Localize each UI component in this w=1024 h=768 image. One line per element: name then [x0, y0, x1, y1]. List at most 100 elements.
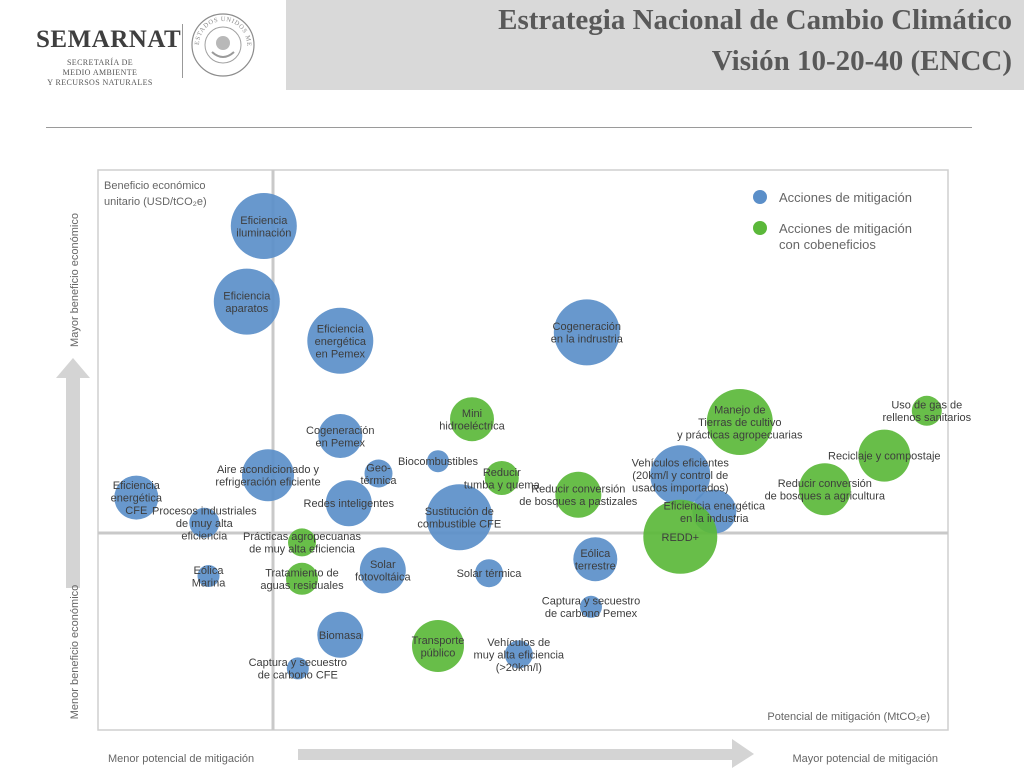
- bubble-label: en la industria: [680, 513, 749, 525]
- bubble-label: Procesos industriales: [152, 505, 257, 517]
- bubble-label: en Pemex: [316, 348, 366, 360]
- bubble-label: usados importados): [632, 483, 729, 495]
- bubble-label: energética: [315, 336, 367, 348]
- logo-divider: [182, 24, 183, 78]
- page-subtitle: Visión 10-20-40 (ENCC): [711, 45, 1012, 77]
- bubble-label: Eólica: [194, 565, 225, 577]
- bubble-label: Vehículos de: [487, 637, 550, 649]
- legend-swatch: [753, 221, 767, 235]
- bubble-label: térmica: [360, 475, 397, 487]
- bubble-label: Captura y secuestro: [249, 657, 347, 669]
- bubble-label: (20km/l y control de: [632, 470, 728, 482]
- bubble-label: de bosques a pastizales: [519, 496, 638, 508]
- bubble-mitigation: [553, 299, 620, 366]
- bubble-label: refrigeración eficiente: [215, 476, 320, 488]
- y-axis-label-line-2: unitario (USD/tCO₂e): [104, 196, 207, 208]
- bubble-mitigation: [650, 445, 711, 506]
- bubble-label: de carbono Pemex: [545, 608, 638, 620]
- bubble-label: Mini: [462, 408, 482, 420]
- bubble-label: Solar térmica: [457, 568, 523, 580]
- logo-subtitle-1: SECRETARÍA DE: [66, 58, 134, 67]
- bubble-mitigation: [427, 450, 449, 473]
- bubble-mitigation: [318, 414, 363, 458]
- bubble-label: Reciclaje y compostaje: [828, 451, 941, 463]
- bubble-label: Eficiencia: [240, 215, 288, 227]
- bubble-mitigation: [426, 484, 493, 551]
- bubble-series: [114, 193, 942, 680]
- bubble-mitigation: [213, 268, 280, 335]
- bubble-label: aparatos: [225, 303, 268, 315]
- bubble-label: Tratamiento de: [265, 568, 339, 580]
- bubble-label: en la indrustria: [551, 334, 624, 346]
- bubble-mitigation: [359, 547, 406, 594]
- bubble-label: Cogeneración: [553, 321, 622, 333]
- page-title: Estrategia Nacional de Cambio Climático: [498, 4, 1012, 36]
- bubble-labels: EficienciailuminaciónEficienciaaparatosE…: [111, 215, 972, 682]
- bubble-mitigation: [197, 565, 220, 587]
- bubble-label: Prácticas agropecuanas: [243, 531, 362, 543]
- bubble-label: Vehículos eficientes: [632, 458, 730, 470]
- bubble-cobenefit: [412, 620, 464, 672]
- bubble-label: Eficiencia: [113, 480, 161, 492]
- bubble-mitigation: [325, 480, 372, 527]
- bubble-cobenefit: [288, 528, 316, 557]
- legend: Acciones de mitigación Acciones de mitiga…: [753, 190, 912, 252]
- logo-subtitle-3: Y RECURSOS NATURALES: [47, 78, 153, 87]
- bubble-cobenefit: [706, 389, 773, 455]
- bubble-label: Sustitución de: [425, 506, 494, 518]
- outer-y-label-bottom: Menor beneficio económico: [69, 585, 81, 720]
- bubble-label: Solar: [370, 559, 396, 571]
- bubble-label: fotovoltáica: [355, 572, 412, 584]
- bubble-mitigation: [504, 640, 533, 669]
- bubble-label: público: [421, 647, 456, 659]
- bubble-label: Captura y secuestro: [542, 596, 640, 608]
- bubble-mitigation: [580, 595, 602, 618]
- title-banner: Estrategia Nacional de Cambio Climático …: [286, 0, 1024, 90]
- bubble-label: Reducir conversión: [778, 478, 872, 490]
- bubble-cobenefit: [858, 429, 911, 482]
- bubble-label: energética: [111, 493, 163, 505]
- logo-wordmark: SEMARNAT: [36, 26, 182, 53]
- bubble-label: combustible CFE: [417, 519, 501, 531]
- bubble-label: Aire acondicionado y: [217, 464, 320, 476]
- bubble-cobenefit: [484, 461, 519, 495]
- bubble-mitigation: [307, 307, 374, 374]
- bubble-mitigation: [230, 193, 297, 259]
- bubble-label: aguas residuales: [260, 580, 344, 592]
- bubble-label: Eficiencia: [317, 323, 365, 335]
- legend-label: con cobeneficios: [779, 237, 876, 252]
- outer-x-label-left: Menor potencial de mitigación: [108, 753, 254, 765]
- bubble-label: rellenos sanitarios: [882, 412, 971, 424]
- bubble-label: y prácticas agropecuarias: [677, 430, 803, 442]
- legend-swatch: [753, 190, 767, 204]
- right-arrow-shaft: [298, 749, 732, 760]
- outer-y-label-top: Mayor beneficio económico: [69, 213, 81, 347]
- bubble-label: terrestre: [575, 561, 616, 573]
- bubble-mitigation: [364, 459, 393, 488]
- bubble-mitigation: [286, 657, 309, 680]
- bubble-label: iluminación: [236, 227, 291, 239]
- bubble-label: Eficiencia: [223, 290, 271, 302]
- bubble-label: Reducir conversión: [531, 484, 625, 496]
- bubble-label: Tierras de cultivo: [698, 417, 781, 429]
- bubble-label: Biocombustibles: [398, 456, 479, 468]
- bubble-cobenefit: [643, 499, 718, 574]
- bubble-label: en Pemex: [316, 437, 366, 449]
- logo-subtitle-2: MEDIO AMBIENTE: [62, 68, 138, 77]
- bubble-label: Transporte: [412, 635, 465, 647]
- bubble-mitigation: [242, 449, 294, 502]
- up-arrow-shaft: [66, 378, 80, 588]
- bubble-label: de bosques a agricultura: [765, 491, 886, 503]
- x-axis-label: Potencial de mitigación (MtCO₂e): [767, 711, 930, 723]
- bubble-label: muy alta eficiencia: [474, 649, 565, 661]
- mexican-seal-icon: ESTADOS UNIDOS MEXICANOS: [190, 12, 255, 77]
- bubble-label: Marina: [192, 577, 227, 589]
- bubble-label: de carbono CFE: [258, 670, 338, 682]
- bubble-label: Uso de gas de: [891, 400, 962, 412]
- bubble-label: hidroeléctrica: [439, 420, 505, 432]
- bubble-label: Biomasa: [319, 630, 363, 642]
- bubble-label: (>20km/l): [496, 662, 542, 674]
- bubble-label: de muy alta: [176, 518, 234, 530]
- bubble-mitigation: [317, 611, 364, 658]
